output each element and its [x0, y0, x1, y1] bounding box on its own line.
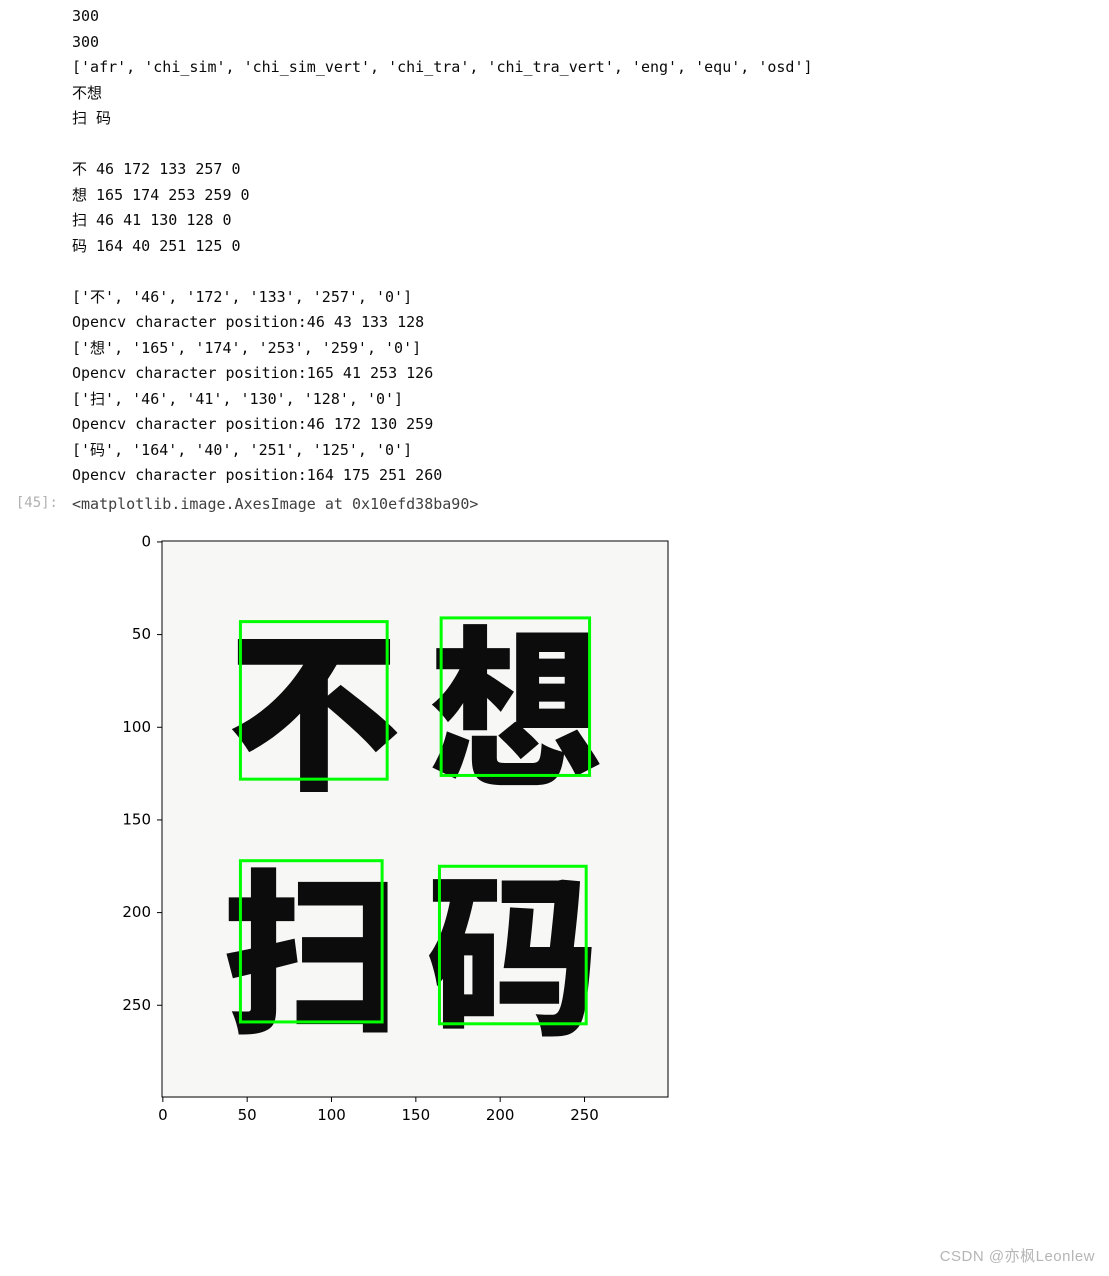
ocr-glyph: 想	[429, 571, 602, 822]
x-tick-label: 250	[570, 1106, 599, 1124]
y-tick-label: 250	[122, 995, 151, 1013]
execute-result-row: [45]: <matplotlib.image.AxesImage at 0x1…	[0, 495, 1109, 513]
y-tick-label: 200	[122, 903, 151, 921]
y-tick-label: 50	[132, 625, 151, 643]
stdout-text: 300 300 ['afr', 'chi_sim', 'chi_sim_vert…	[0, 4, 1109, 489]
y-tick-label: 0	[141, 532, 151, 550]
x-tick-label: 100	[317, 1106, 346, 1124]
x-tick-label: 50	[238, 1106, 257, 1124]
ocr-glyph: 不	[227, 574, 400, 825]
matplotlib-figure: 不想扫码 0 50 100 150 200 250 0 50 100 150 200 250	[72, 525, 682, 1135]
y-tick-label: 150	[122, 810, 151, 828]
x-tick-label: 150	[402, 1106, 431, 1124]
output-prompt-label: [45]:	[0, 495, 72, 511]
execute-result-repr: <matplotlib.image.AxesImage at 0x10efd38…	[72, 495, 478, 513]
x-tick-label: 0	[158, 1106, 168, 1124]
matplotlib-figure-container: 不想扫码 0 50 100 150 200 250 0 50 100 150 200 250	[0, 513, 1109, 1139]
y-tick-label: 100	[122, 717, 151, 735]
notebook-output-area: 300 300 ['afr', 'chi_sim', 'chi_sim_vert…	[0, 0, 1109, 1139]
csdn-watermark: CSDN @亦枫Leonlew	[940, 1245, 1095, 1266]
ocr-glyph: 码	[426, 819, 599, 1070]
ocr-glyph: 扫	[223, 812, 400, 1069]
x-tick-label: 200	[486, 1106, 515, 1124]
